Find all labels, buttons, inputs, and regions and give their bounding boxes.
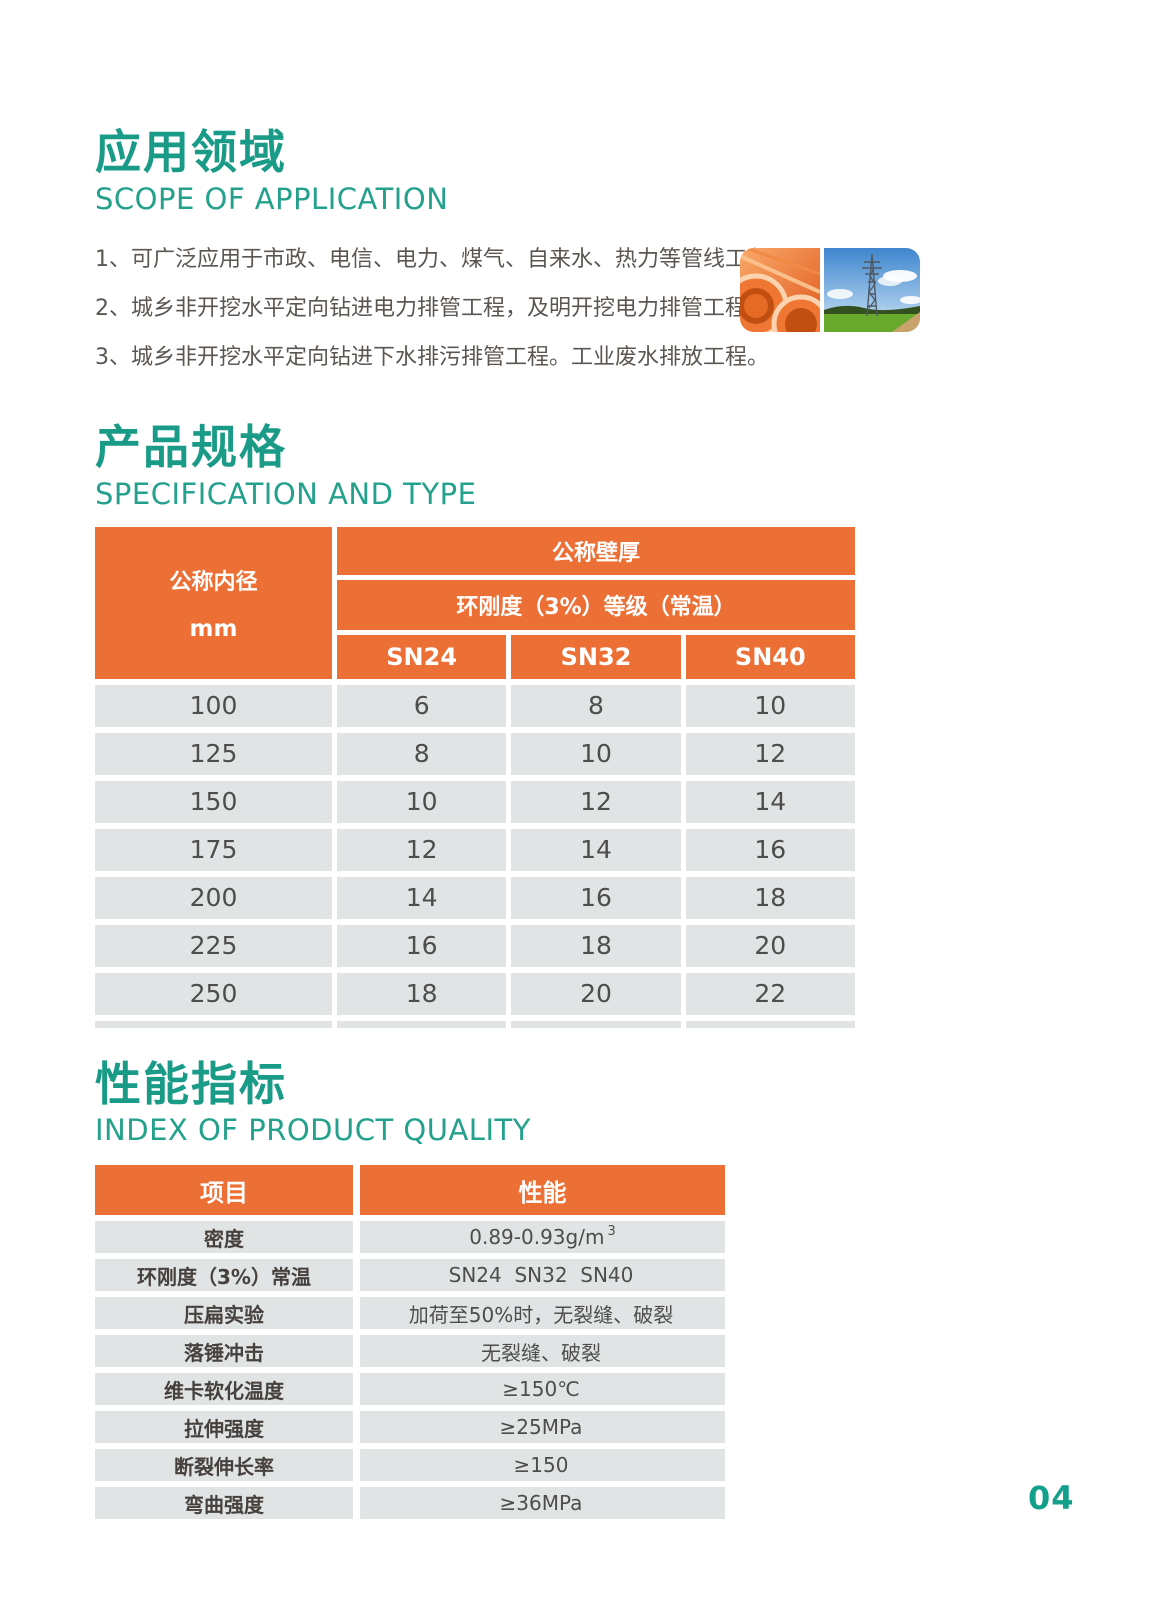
cell-value: ≥150℃ (360, 1373, 725, 1406)
cell-item: 密度 (95, 1221, 353, 1254)
header-nominal-diameter-label: 公称内径 (169, 569, 258, 595)
cell-sn32: 8 (511, 684, 681, 727)
table-row: 落锤冲击 无裂缝、破裂 (95, 1335, 725, 1368)
cell-value: ≥36MPa (360, 1487, 725, 1520)
cell-value: ≥150 (360, 1449, 725, 1482)
cell-sn40: 12 (685, 732, 855, 775)
cell-item: 拉伸强度 (95, 1411, 353, 1444)
cell-sn24: 18 (337, 972, 507, 1015)
quality-table: 项目 性能 密度 0.89-0.93g/m 3 环刚度（3%）常温 SN24 SN… (95, 1165, 725, 1520)
quality-table-body: 密度 0.89-0.93g/m 3 环刚度（3%）常温 SN24 SN32 SN4… (95, 1221, 725, 1520)
table-row: 拉伸强度 ≥25MPa (95, 1411, 725, 1444)
table-row: 弯曲强度 ≥36MPa (95, 1487, 725, 1520)
cell-sn24: 12 (337, 828, 507, 871)
table-row: 250 18 20 22 (95, 972, 855, 1015)
header-nominal-diameter: 公称内径 mm (95, 526, 332, 679)
header-wall-thickness: 公称壁厚 (337, 526, 855, 575)
cell-dn: 100 (95, 684, 332, 727)
specification-title-en: SPECIFICATION AND TYPE (95, 476, 477, 511)
table-row-cropped (95, 1020, 855, 1028)
table-row: 断裂伸长率 ≥150 (95, 1449, 725, 1482)
table-row: 150 10 12 14 (95, 780, 855, 823)
cell-item: 维卡软化温度 (95, 1373, 353, 1406)
cell-sn24: 8 (337, 732, 507, 775)
specification-table-header: 公称内径 mm 公称壁厚 环刚度（3%）等级（常温） SN24 SN32 SN4… (95, 526, 855, 679)
cell-sn40: 20 (685, 924, 855, 967)
power-tower-photo (824, 247, 920, 332)
quality-section: 性能指标 INDEX OF PRODUCT QUALITY 项目 性能 密度 0… (95, 1056, 1171, 1520)
header-value: 性能 (360, 1165, 725, 1216)
cell-sn40: 18 (685, 876, 855, 919)
cell-item: 压扁实验 (95, 1297, 353, 1330)
quality-title-en: INDEX OF PRODUCT QUALITY (95, 1113, 531, 1148)
specification-table-body: 100 6 8 10 125 8 10 12 150 10 12 (95, 684, 855, 1015)
application-title-en: SCOPE OF APPLICATION (95, 181, 449, 216)
quality-title-cn: 性能指标 (95, 1056, 287, 1111)
cell-sn24: 16 (337, 924, 507, 967)
cell-value: SN24 SN32 SN40 (360, 1259, 725, 1292)
cell-value: 加荷至50%时，无裂缝、破裂 (360, 1297, 725, 1330)
cell-item: 落锤冲击 (95, 1335, 353, 1368)
cell-sn24: 10 (337, 780, 507, 823)
application-title-cn: 应用领域 (95, 125, 287, 179)
cell-value: ≥25MPa (360, 1411, 725, 1444)
table-row: 200 14 16 18 (95, 876, 855, 919)
quality-table-header: 项目 性能 (95, 1165, 725, 1216)
cell-sn32: 16 (511, 876, 681, 919)
cell-dn: 150 (95, 780, 332, 823)
specification-table: 公称内径 mm 公称壁厚 环刚度（3%）等级（常温） SN24 SN32 SN4… (95, 526, 855, 1028)
table-row: 压扁实验 加荷至50%时，无裂缝、破裂 (95, 1297, 725, 1330)
cell-sn32: 18 (511, 924, 681, 967)
cell-sn32: 14 (511, 828, 681, 871)
cell-dn: 175 (95, 828, 332, 871)
header-sn-row: SN24 SN32 SN40 (337, 634, 855, 679)
cell-dn: 225 (95, 924, 332, 967)
cell-item: 环刚度（3%）常温 (95, 1259, 353, 1292)
application-text: 1、可广泛应用于市政、电信、电力、煤气、自来水、热力等管线工程。 2、城乡非开挖… (95, 242, 791, 390)
header-sn40: SN40 (685, 634, 855, 679)
table-row: 100 6 8 10 (95, 684, 855, 727)
application-content: 1、可广泛应用于市政、电信、电力、煤气、自来水、热力等管线工程。 2、城乡非开挖… (95, 242, 920, 390)
header-item: 项目 (95, 1165, 353, 1216)
cell-item: 弯曲强度 (95, 1487, 353, 1520)
application-line-3: 3、城乡非开挖水平定向钻进下水排污排管工程。工业废水排放工程。 (95, 344, 769, 370)
cell-sn40: 14 (685, 780, 855, 823)
cell-sn40: 22 (685, 972, 855, 1015)
application-photos (740, 247, 920, 332)
header-ring-stiffness: 环刚度（3%）等级（常温） (337, 579, 855, 630)
header-unit-label: mm (189, 615, 238, 642)
specification-title-cn: 产品规格 (95, 420, 287, 475)
header-sn24: SN24 (337, 634, 507, 679)
table-row: 125 8 10 12 (95, 732, 855, 775)
table-row: 175 12 14 16 (95, 828, 855, 871)
application-line-2: 2、城乡非开挖水平定向钻进电力排管工程，及明开挖电力排管工程。 (95, 295, 769, 321)
table-row: 维卡软化温度 ≥150℃ (95, 1373, 725, 1406)
cell-sn32: 12 (511, 780, 681, 823)
cell-sn32: 10 (511, 732, 681, 775)
cell-dn: 250 (95, 972, 332, 1015)
header-wall-thickness-group: 公称壁厚 环刚度（3%）等级（常温） SN24 SN32 SN40 (337, 526, 855, 679)
cell-sn24: 6 (337, 684, 507, 727)
specification-section: 产品规格 SPECIFICATION AND TYPE 公称内径 mm 公称壁厚… (95, 420, 1171, 1028)
table-row: 环刚度（3%）常温 SN24 SN32 SN40 (95, 1259, 725, 1292)
cell-sn40: 10 (685, 684, 855, 727)
cell-sn40: 16 (685, 828, 855, 871)
application-line-1: 1、可广泛应用于市政、电信、电力、煤气、自来水、热力等管线工程。 (95, 246, 791, 272)
header-sn32: SN32 (511, 634, 681, 679)
cell-sn24: 14 (337, 876, 507, 919)
table-row: 225 16 18 20 (95, 924, 855, 967)
orange-pipes-photo (740, 247, 820, 332)
cell-item: 断裂伸长率 (95, 1449, 353, 1482)
cell-value: 无裂缝、破裂 (360, 1335, 725, 1368)
cell-dn: 125 (95, 732, 332, 775)
cell-dn: 200 (95, 876, 332, 919)
page-number: 04 (1028, 1479, 1075, 1517)
table-row: 密度 0.89-0.93g/m 3 (95, 1221, 725, 1254)
cell-value: 0.89-0.93g/m 3 (360, 1221, 725, 1254)
cell-sn32: 20 (511, 972, 681, 1015)
